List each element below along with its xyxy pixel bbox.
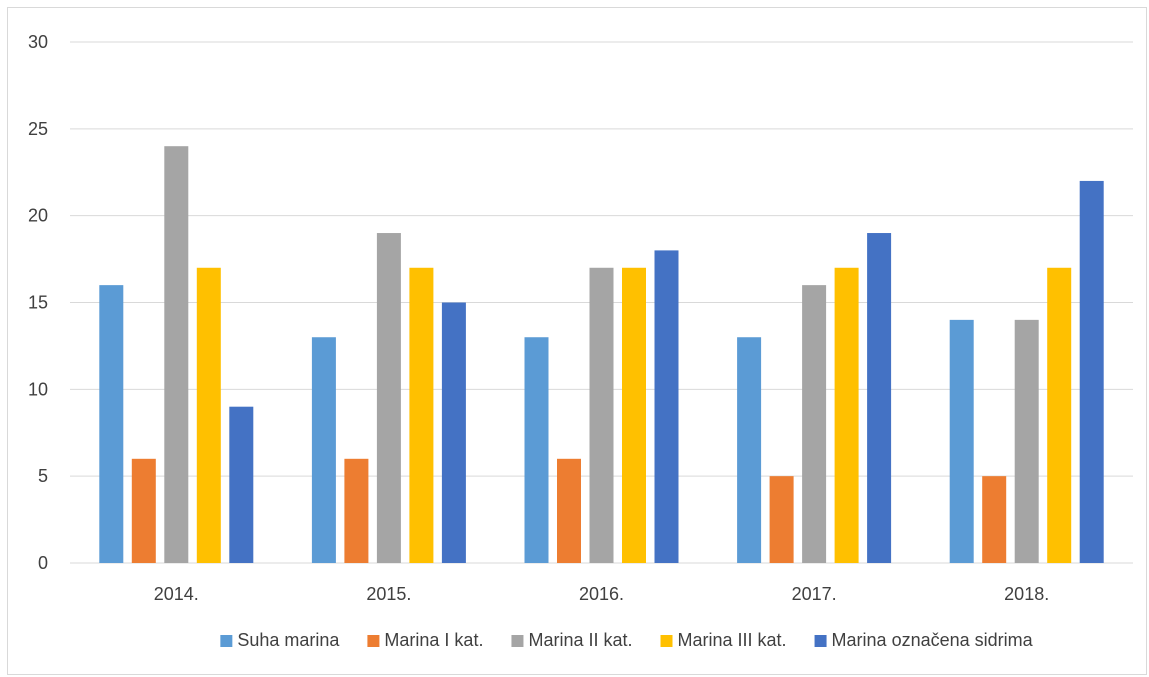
bar [344, 458, 369, 563]
bar [982, 476, 1007, 563]
bar [441, 302, 466, 563]
bar [99, 285, 124, 563]
bar [311, 337, 336, 563]
bar [557, 458, 581, 563]
bar [622, 267, 646, 563]
legend-swatch [220, 635, 233, 647]
bar [409, 267, 434, 563]
y-tick-label: 0 [38, 553, 48, 573]
legend-swatch [367, 635, 380, 647]
y-tick-label: 15 [28, 293, 48, 313]
bar [229, 406, 254, 563]
bar [524, 337, 549, 563]
legend: Suha marina Marina I kat. Marina II kat. Ma… [220, 630, 1034, 650]
bar [802, 285, 827, 563]
legend-label: Marina II kat. [528, 630, 632, 650]
legend-swatch [814, 635, 827, 647]
bars [99, 146, 1104, 564]
bar [1047, 267, 1072, 563]
legend-label: Marina I kat. [384, 630, 483, 650]
x-tick-label: 2015. [366, 584, 411, 604]
y-tick-label: 5 [38, 466, 48, 486]
y-tick-label: 20 [28, 206, 48, 226]
bar [196, 267, 221, 563]
x-tick-label: 2016. [579, 584, 624, 604]
bar [654, 250, 679, 563]
bar [376, 233, 401, 564]
x-axis-ticks: 2014. 2015. 2016. 2017. 2018. [154, 584, 1049, 604]
bar [949, 319, 974, 563]
legend-label: Marina označena sidrima [832, 630, 1034, 650]
bar [867, 233, 892, 564]
legend-label: Marina III kat. [678, 630, 787, 650]
bar [737, 337, 762, 563]
y-tick-label: 25 [28, 119, 48, 139]
legend-swatch [660, 635, 673, 647]
legend-swatch [511, 635, 524, 647]
x-tick-label: 2014. [154, 584, 199, 604]
bar [834, 267, 859, 563]
y-tick-label: 10 [28, 379, 48, 399]
x-tick-label: 2018. [1004, 584, 1049, 604]
bar [1079, 180, 1104, 563]
y-axis-ticks: 0 5 10 15 20 25 30 [28, 32, 48, 573]
x-tick-label: 2017. [792, 584, 837, 604]
bar [589, 267, 614, 563]
bar [131, 458, 156, 563]
y-tick-label: 30 [28, 32, 48, 52]
bar [1014, 319, 1039, 563]
bar [769, 476, 794, 563]
bar [164, 146, 189, 563]
legend-label: Suha marina [237, 630, 340, 650]
